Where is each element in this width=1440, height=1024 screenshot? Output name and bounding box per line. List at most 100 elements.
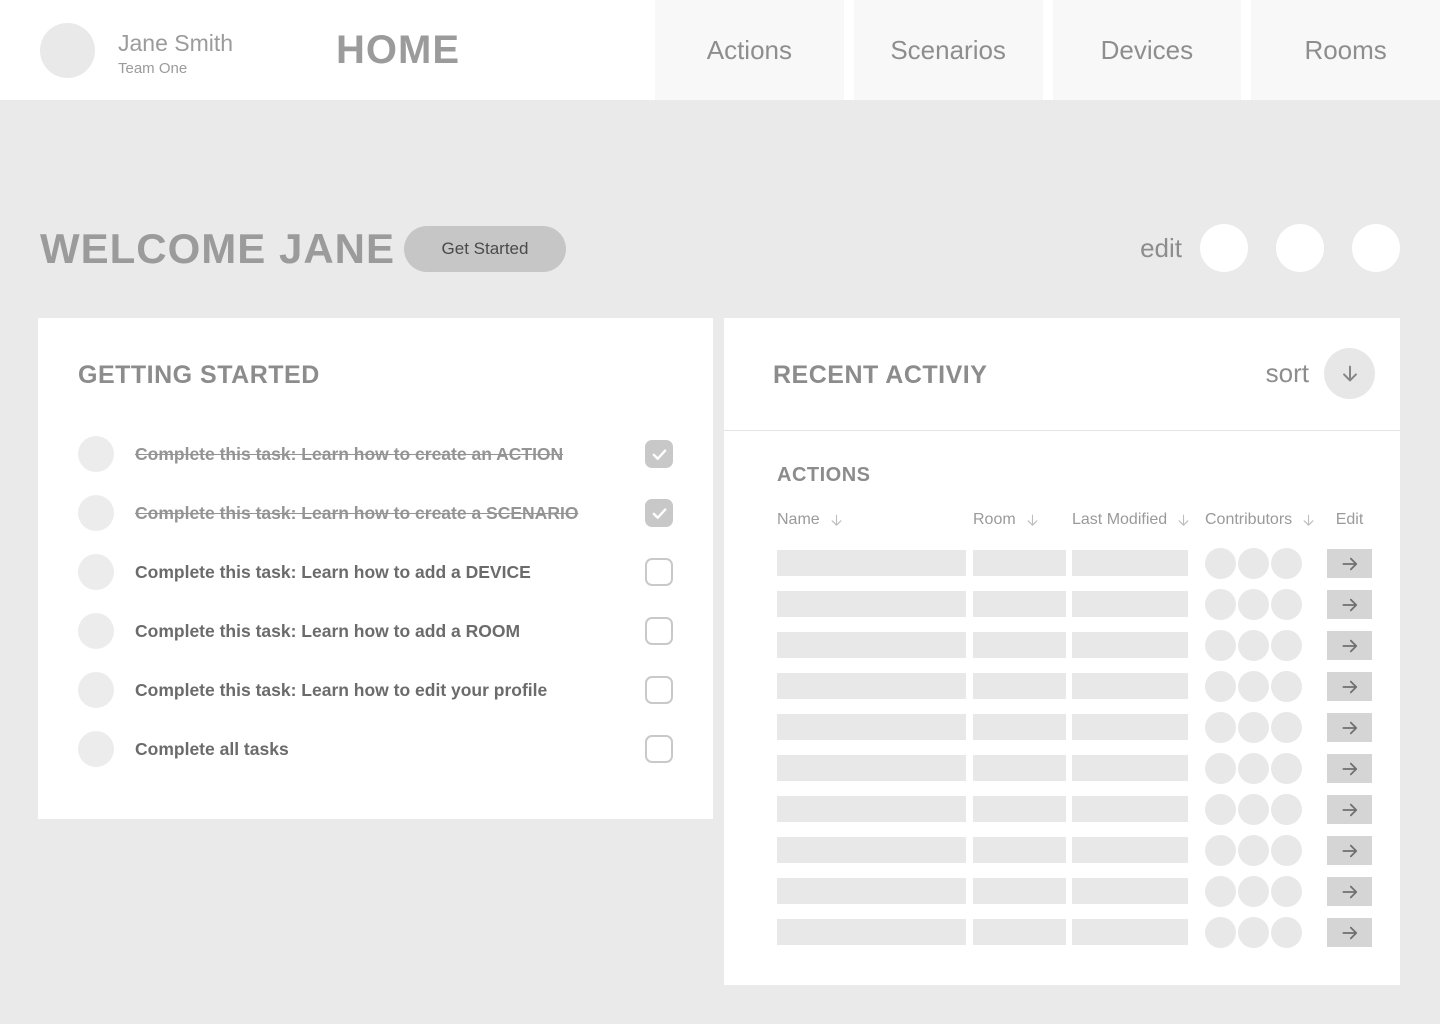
column-label: Edit [1335, 511, 1364, 528]
edit-circle-button[interactable] [1352, 224, 1400, 272]
table-rows [777, 548, 1372, 960]
sort-group: sort [1266, 348, 1375, 399]
contributor-avatar [1205, 630, 1236, 661]
contributor-avatar [1271, 589, 1302, 620]
sort-arrow-icon[interactable] [1176, 513, 1191, 528]
column-header[interactable]: Contributors [1205, 511, 1327, 529]
column-label: Last Modified [1072, 511, 1168, 528]
welcome-heading: WELCOME JANE [40, 225, 396, 272]
contributor-avatar [1271, 712, 1302, 743]
contributor-avatar [1238, 917, 1269, 948]
edit-circle-button[interactable] [1200, 224, 1248, 272]
task-checkbox[interactable] [645, 499, 673, 527]
sort-button[interactable] [1324, 348, 1375, 399]
arrow-right-icon [1341, 803, 1357, 816]
arrow-right-icon [1341, 680, 1357, 693]
row-edit-button[interactable] [1327, 877, 1372, 906]
contributor-avatar [1271, 671, 1302, 702]
column-header[interactable]: Room [973, 511, 1072, 529]
contributor-avatar [1238, 589, 1269, 620]
task-bullet-icon [78, 495, 114, 531]
row-edit-button[interactable] [1327, 795, 1372, 824]
room-placeholder [973, 919, 1066, 945]
name-placeholder [777, 837, 966, 863]
row-edit-button[interactable] [1327, 590, 1372, 619]
contributor-avatar [1205, 548, 1236, 579]
name-placeholder [777, 878, 966, 904]
name-placeholder [777, 591, 966, 617]
last-modified-placeholder [1072, 673, 1188, 699]
task-checkbox[interactable] [645, 440, 673, 468]
task-checkbox[interactable] [645, 558, 673, 586]
task-row: Complete this task: Learn how to create … [78, 495, 673, 531]
last-modified-placeholder [1072, 755, 1188, 781]
task-checkbox[interactable] [645, 735, 673, 763]
contributors-group [1205, 712, 1327, 743]
contributor-avatar [1238, 548, 1269, 579]
row-edit-button[interactable] [1327, 918, 1372, 947]
contributor-avatar [1271, 835, 1302, 866]
sort-label: sort [1265, 358, 1309, 388]
column-header[interactable]: Last Modified [1072, 511, 1205, 529]
table-row [777, 548, 1372, 591]
contributors-group [1205, 835, 1327, 866]
task-label: Complete this task: Learn how to add a R… [135, 620, 521, 641]
get-started-button[interactable]: Get Started [404, 226, 566, 272]
column-header[interactable]: Name [777, 511, 973, 529]
row-edit-button[interactable] [1327, 672, 1372, 701]
contributor-avatar [1205, 712, 1236, 743]
column-label: Name [777, 511, 820, 528]
user-avatar[interactable] [40, 23, 95, 78]
main-nav: Actions Scenarios Devices Rooms [655, 0, 1440, 100]
column-header[interactable]: Edit [1327, 511, 1372, 529]
table-row [777, 753, 1372, 796]
edit-circle-button[interactable] [1276, 224, 1324, 272]
contributor-avatar [1238, 753, 1269, 784]
table-row [777, 589, 1372, 632]
task-row: Complete this task: Learn how to add a D… [78, 554, 673, 590]
task-label: Complete this task: Learn how to create … [135, 443, 564, 464]
edit-circles [1200, 224, 1400, 272]
task-checkbox[interactable] [645, 617, 673, 645]
contributors-group [1205, 548, 1327, 579]
contributor-avatar [1238, 794, 1269, 825]
contributors-group [1205, 630, 1327, 661]
table-row [777, 630, 1372, 673]
task-bullet-icon [78, 436, 114, 472]
edit-label[interactable]: edit [1140, 232, 1182, 263]
last-modified-placeholder [1072, 878, 1188, 904]
arrow-right-icon [1341, 844, 1357, 857]
recent-activity-title: RECENT ACTIVIY [773, 361, 988, 389]
page-title: HOME [336, 27, 460, 72]
row-edit-button[interactable] [1327, 631, 1372, 660]
user-name: Jane Smith [118, 30, 234, 56]
row-edit-button[interactable] [1327, 549, 1372, 578]
arrow-right-icon [1341, 721, 1357, 734]
contributor-avatar [1238, 835, 1269, 866]
last-modified-placeholder [1072, 919, 1188, 945]
room-placeholder [973, 755, 1066, 781]
contributors-group [1205, 917, 1327, 948]
row-edit-button[interactable] [1327, 754, 1372, 783]
getting-started-card: GETTING STARTED Complete this task: Lear… [38, 318, 713, 819]
room-placeholder [973, 796, 1066, 822]
sort-arrow-icon[interactable] [829, 513, 844, 528]
nav-tab[interactable]: Actions [655, 0, 844, 100]
arrow-right-icon [1341, 639, 1357, 652]
sort-arrow-icon[interactable] [1301, 513, 1316, 528]
nav-tab[interactable]: Rooms [1251, 0, 1440, 100]
contributors-group [1205, 876, 1327, 907]
room-placeholder [973, 591, 1066, 617]
sort-arrow-icon[interactable] [1025, 513, 1040, 528]
task-checkbox[interactable] [645, 676, 673, 704]
name-placeholder [777, 550, 966, 576]
nav-tab[interactable]: Devices [1052, 0, 1242, 100]
nav-tab[interactable]: Scenarios [853, 0, 1043, 100]
task-row: Complete this task: Learn how to create … [78, 436, 673, 472]
arrow-down-icon [1342, 365, 1357, 381]
task-bullet-icon [78, 613, 114, 649]
room-placeholder [973, 837, 1066, 863]
row-edit-button[interactable] [1327, 836, 1372, 865]
last-modified-placeholder [1072, 796, 1188, 822]
row-edit-button[interactable] [1327, 713, 1372, 742]
